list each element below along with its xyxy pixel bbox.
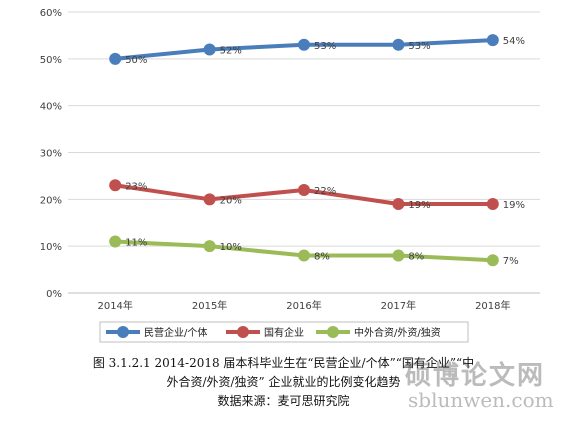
data-label: 8%	[408, 252, 424, 263]
y-tick-label: 40%	[40, 102, 62, 113]
caption-source: 数据来源：麦可思研究院	[217, 394, 350, 408]
y-tick-label: 0%	[46, 289, 62, 300]
data-label: 7%	[503, 256, 519, 267]
legend-entry: 民营企业/个体	[144, 326, 207, 339]
data-point	[392, 38, 405, 51]
data-label: 52%	[220, 45, 242, 56]
legend-box	[99, 321, 469, 343]
x-tick-label: 2016年	[286, 299, 321, 312]
data-point	[298, 38, 310, 51]
data-point	[486, 254, 499, 267]
data-point	[203, 240, 216, 253]
legend-entry: 国有企业	[264, 326, 304, 339]
y-axis-ticks: 0% 10% 20% 30% 40% 50% 60%	[40, 8, 62, 300]
legend: 民营企业/个体 国有企业 中外合资/外资/独资	[99, 321, 469, 343]
data-label: 54%	[503, 36, 525, 47]
data-label: 53%	[408, 41, 430, 52]
data-label: 8%	[314, 252, 330, 263]
x-tick-label: 2014年	[97, 299, 132, 312]
y-tick-label: 30%	[40, 149, 62, 160]
y-tick-label: 10%	[40, 242, 62, 253]
legend-swatch-marker	[117, 326, 129, 338]
data-point	[392, 198, 405, 211]
data-point	[392, 249, 405, 262]
data-point	[298, 249, 310, 262]
data-label: 22%	[314, 186, 336, 197]
x-tick-label: 2015年	[192, 299, 227, 312]
x-tick-label: 2018年	[475, 299, 510, 312]
series-points	[109, 34, 499, 267]
data-label: 50%	[125, 55, 147, 66]
x-tick-label: 2017年	[381, 299, 416, 312]
data-label: 19%	[408, 200, 430, 211]
data-point	[109, 52, 122, 65]
data-label: 11%	[125, 237, 147, 248]
data-label: 20%	[220, 195, 242, 206]
data-point	[109, 179, 122, 192]
legend-entry: 中外合资/外资/独资	[354, 326, 441, 339]
data-label: 10%	[220, 242, 242, 253]
data-point	[203, 43, 216, 56]
data-point	[486, 198, 499, 211]
data-label: 53%	[314, 41, 336, 52]
series-lines	[113, 38, 495, 263]
data-point	[298, 183, 310, 196]
caption-line-1: 图 3.1.2.1 2014-2018 届本科毕业生在“民营企业/个体”“国有企…	[92, 356, 475, 370]
grid-lines	[68, 11, 540, 294]
y-tick-label: 50%	[40, 55, 62, 66]
x-axis-ticks: 2014年 2015年 2016年 2017年 2018年	[97, 299, 510, 312]
data-point	[203, 193, 216, 206]
data-point	[109, 235, 122, 248]
y-tick-label: 20%	[40, 195, 62, 206]
legend-swatch-marker	[237, 326, 249, 338]
data-labels: 50% 52% 53% 53% 54% 23% 20% 22% 19% 19% 11% 10% 8% 8%…	[125, 36, 525, 267]
legend-swatch-marker	[327, 326, 339, 338]
caption-line-2: 外合资/外资/独资” 企业就业的比例变化趋势	[166, 375, 401, 389]
data-label: 19%	[503, 200, 525, 211]
data-label: 23%	[125, 181, 147, 192]
data-point	[486, 34, 499, 47]
watermark-title: 硕博论文网	[405, 361, 546, 391]
line-chart: 0% 10% 20% 30% 40% 50% 60% 2014年 2015年 2016年 2017…	[40, 8, 540, 343]
y-tick-label: 60%	[40, 8, 62, 19]
watermark-url: sblunwen.com	[408, 388, 554, 412]
